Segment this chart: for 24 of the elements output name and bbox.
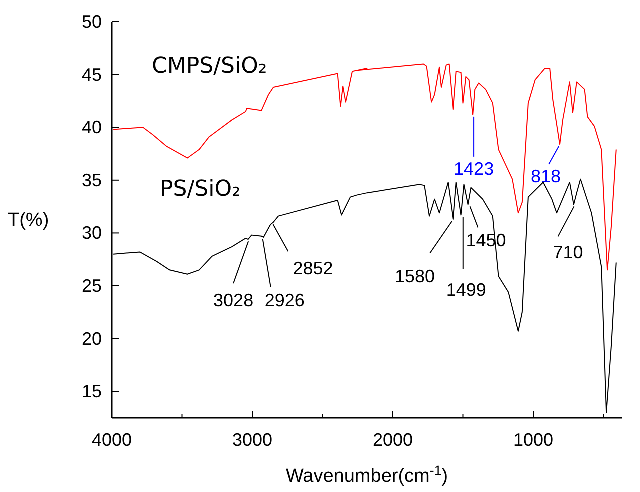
- y-tick-label: 50: [82, 12, 102, 32]
- y-tick-label: 35: [82, 170, 102, 190]
- annotation: 3028: [214, 290, 254, 311]
- annotation: 710: [553, 242, 584, 263]
- annotation: 1580: [394, 266, 436, 286]
- x-tick-label: 4000: [92, 430, 132, 450]
- annotation: 2852: [293, 258, 334, 279]
- series-label: CMPS/SiO₂: [152, 54, 268, 79]
- series-label: PS/SiO₂: [160, 177, 241, 202]
- x-axis-title: Wavenumber(cm$^{-1}$): [286, 462, 448, 487]
- annotation: 1423: [454, 158, 494, 179]
- y-tick-label: 15: [82, 382, 102, 402]
- y-tick-label: 30: [82, 223, 102, 244]
- y-tick-label: 45: [82, 64, 102, 85]
- x-tick-label: 1000: [513, 430, 554, 450]
- y-tick-label: 25: [82, 276, 102, 296]
- y-axis-title: T(%): [8, 210, 50, 231]
- y-tick-label: 40: [82, 118, 102, 138]
- annotation: 1499: [446, 280, 486, 300]
- x-tick-label: 2000: [372, 430, 414, 450]
- annotation: 2926: [264, 290, 305, 310]
- annotation: 818: [531, 166, 562, 186]
- y-tick-label: 20: [82, 328, 102, 349]
- x-tick-label: 3000: [232, 430, 273, 450]
